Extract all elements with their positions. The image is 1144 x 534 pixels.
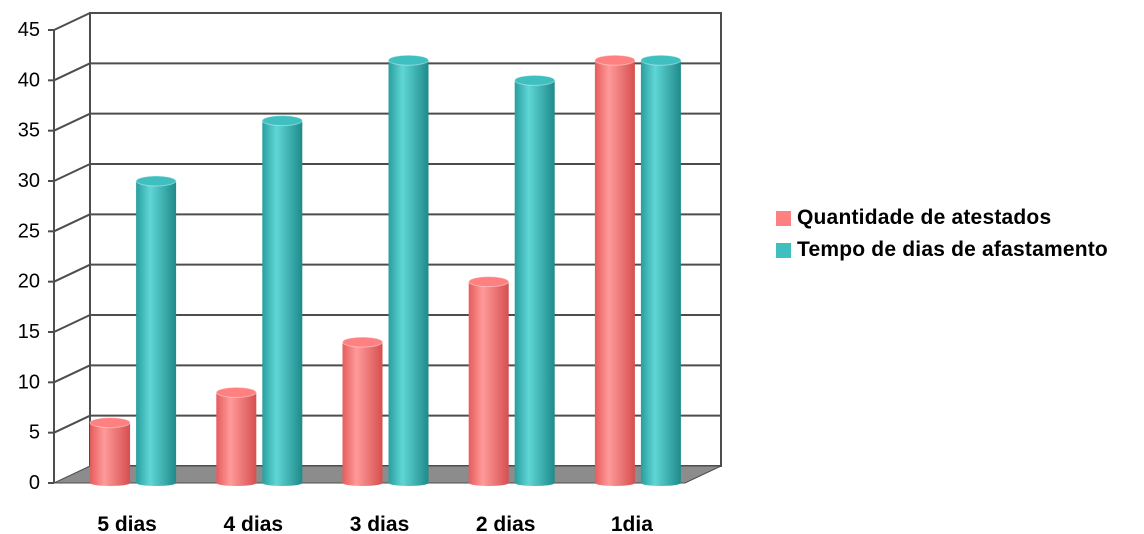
bar — [342, 336, 383, 486]
bars — [89, 54, 682, 486]
legend-label-quantidade: Quantidade de atestados — [797, 206, 1052, 229]
bar-body — [514, 80, 555, 483]
bar-top — [261, 115, 303, 127]
bar-body — [640, 60, 681, 483]
gridline-side — [53, 414, 91, 434]
y-tick-label: 15 — [18, 321, 40, 343]
y-tick-label: 10 — [18, 371, 40, 393]
gridline-side — [53, 62, 91, 82]
bar-top — [468, 276, 510, 288]
bar-top — [640, 54, 682, 66]
legend-item-tempo: Tempo de dias de afastamento — [776, 234, 1108, 266]
y-tick-label: 45 — [18, 19, 40, 41]
y-tick-label: 30 — [18, 170, 40, 192]
bar-top — [215, 386, 257, 398]
y-tick-label: 25 — [18, 220, 40, 242]
legend-label-tempo: Tempo de dias de afastamento — [797, 238, 1108, 261]
bar-top — [342, 336, 383, 348]
gridline-side — [53, 364, 91, 384]
bar-body — [262, 120, 303, 483]
bar — [514, 74, 556, 486]
legend: Quantidade de atestados Tempo de dias de… — [776, 202, 1108, 266]
bar-body — [216, 392, 257, 483]
y-tick-label: 5 — [29, 422, 40, 444]
bar-top — [89, 417, 131, 429]
bar — [135, 175, 177, 486]
bar-bottom — [262, 480, 303, 486]
gridline-side — [53, 213, 91, 233]
bar-body — [90, 422, 131, 483]
bar-top — [388, 54, 429, 66]
gridline-side — [53, 314, 91, 333]
x-tick-label: 4 dias — [224, 513, 284, 534]
bar-bottom — [514, 480, 555, 486]
gridline-side — [53, 263, 91, 283]
bar — [594, 54, 636, 486]
bar-bottom — [342, 480, 383, 486]
bar-top — [594, 54, 636, 66]
bar-body — [136, 181, 177, 483]
bar-body — [342, 342, 383, 483]
bar — [468, 276, 510, 486]
x-tick-label: 1dia — [611, 513, 653, 534]
gridline-side — [53, 12, 91, 31]
bar — [261, 115, 303, 486]
bar — [388, 54, 429, 486]
bar-top — [135, 175, 177, 187]
bar-body — [594, 60, 635, 483]
bar-bottom — [388, 480, 429, 486]
legend-item-quantidade: Quantidade de atestados — [776, 202, 1108, 234]
bar-body — [468, 281, 509, 483]
legend-swatch-tempo — [776, 242, 791, 258]
bar — [215, 386, 257, 486]
y-tick-label: 40 — [18, 69, 40, 91]
gridline-side — [53, 163, 91, 182]
axis-labels: 0 5 10 15 20 25 30 35 40 45 5 dias 4 dias 3 dias 2 di… — [18, 19, 653, 534]
y-tick-label: 0 — [29, 472, 40, 494]
bar-bottom — [594, 480, 635, 486]
bar-body — [388, 60, 429, 483]
y-tick-label: 35 — [18, 120, 40, 142]
gridline-side — [53, 112, 91, 132]
y-tick-label: 20 — [18, 271, 40, 293]
bar-bottom — [640, 480, 681, 486]
x-tick-label: 5 dias — [97, 513, 157, 534]
legend-swatch-quantidade — [776, 210, 791, 226]
bar-bottom — [468, 480, 509, 486]
x-tick-label: 2 dias — [476, 513, 536, 534]
bar — [89, 417, 131, 486]
bar — [640, 54, 682, 486]
bar-bottom — [136, 480, 177, 486]
bar-bottom — [216, 480, 257, 486]
x-tick-label: 3 dias — [350, 513, 410, 534]
bar-bottom — [90, 480, 131, 486]
bar-top — [514, 74, 556, 86]
